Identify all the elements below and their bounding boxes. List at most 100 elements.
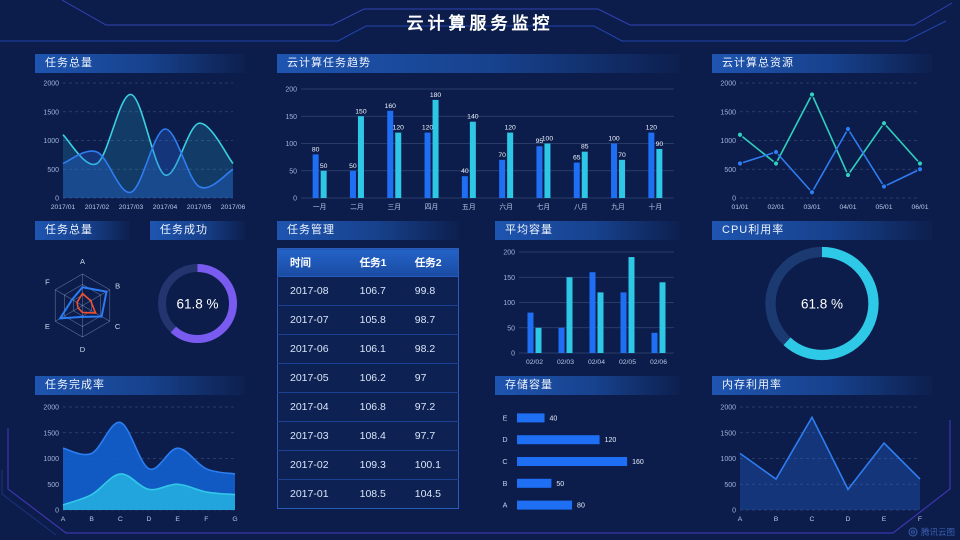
panel-cloud-total-resource: 云计算总资源 0 500 1000 1500 2000 01/01 02/01 03/01 04…	[712, 54, 932, 212]
table-cell: 2017-02	[277, 450, 348, 480]
table-cell: 97.7	[402, 421, 459, 451]
memory-usage-chart: 0 500 1000 1500 2000 A B C D E F	[712, 395, 932, 524]
svg-text:160: 160	[632, 459, 644, 466]
svg-text:50: 50	[320, 163, 328, 170]
svg-text:02/01: 02/01	[767, 204, 784, 211]
task-management-body: 时间 任务1 任务2 2017-08 106.7 99.8 2017-07 105.8 98.7…	[277, 240, 459, 524]
cpu_usage-svg: 61.8 %	[765, 246, 879, 361]
svg-text:G: G	[232, 516, 237, 523]
table-cell: 106.1	[347, 334, 403, 364]
svg-text:一月: 一月	[313, 203, 327, 211]
svg-text:03/01: 03/01	[803, 204, 820, 211]
svg-text:F: F	[918, 516, 922, 523]
svg-text:A: A	[503, 501, 508, 510]
svg-text:90: 90	[656, 141, 664, 148]
table-cell: 104.5	[402, 479, 459, 509]
cloud_total_resource-svg: 0 500 1000 1500 2000 01/01 02/01 03/01 04/01 05/0…	[720, 81, 928, 212]
svg-text:E: E	[882, 516, 887, 523]
svg-text:A: A	[80, 257, 85, 266]
svg-text:50: 50	[349, 163, 357, 170]
svg-text:D: D	[147, 516, 152, 523]
svg-text:150: 150	[285, 114, 297, 121]
tasks_total-svg: 0 500 1000 1500 2000 2017/01 2017/02 2017/03 201…	[43, 81, 245, 212]
panel-task-completion-title: 任务完成率	[35, 376, 245, 395]
panel-memory-usage: 内存利用率 0 500 1000 1500 2000 A B C D E F	[712, 376, 932, 524]
svg-text:0: 0	[732, 196, 736, 203]
svg-text:十月: 十月	[649, 202, 663, 211]
svg-text:50: 50	[507, 325, 515, 332]
svg-text:80: 80	[312, 146, 320, 153]
page-title: 云计算服务监控	[406, 14, 554, 33]
svg-text:61.8 %: 61.8 %	[801, 297, 843, 312]
cloud-task-trend-chart: 0 50 100 150 200 一月 二月 三月 四月 五月 六月 七月 八月 九月 十月 80 50 160 1…	[277, 73, 680, 212]
table-row: 2017-07 105.8 98.7	[277, 305, 459, 335]
panel-task-management-title: 任务管理	[277, 221, 459, 240]
svg-text:100: 100	[503, 300, 515, 307]
table-row: 2017-04 106.8 97.2	[277, 392, 459, 422]
svg-text:02/04: 02/04	[588, 359, 605, 366]
panel-tasks-total-radar-title: 任务总量	[35, 221, 130, 240]
task-success-donut: 61.8 %	[150, 240, 245, 367]
storage-capacity-chart: E 40 D 120 C 160 B 50 A 80	[495, 395, 680, 524]
storage_capacity-svg: E 40 D 120 C 160 B 50 A 80	[502, 413, 644, 510]
svg-text:七月: 七月	[537, 202, 551, 211]
svg-text:1000: 1000	[720, 138, 736, 145]
table-cell: 98.2	[402, 334, 459, 364]
svg-text:2000: 2000	[720, 405, 736, 412]
svg-text:0: 0	[732, 508, 736, 515]
svg-text:1500: 1500	[43, 109, 59, 116]
svg-text:A: A	[738, 516, 743, 523]
table-cell: 106.8	[347, 392, 403, 422]
svg-text:C: C	[810, 516, 815, 523]
svg-text:200: 200	[503, 250, 515, 257]
cpu-usage-donut: 61.8 %	[712, 240, 932, 367]
table-row: 2017-03 108.4 97.7	[277, 421, 459, 451]
svg-text:B: B	[774, 516, 779, 523]
svg-text:D: D	[80, 345, 86, 354]
svg-text:500: 500	[47, 167, 59, 174]
svg-text:2017/06: 2017/06	[221, 204, 245, 211]
svg-text:120: 120	[605, 437, 617, 444]
cloud-total-resource-chart: 0 500 1000 1500 2000 01/01 02/01 03/01 04/01 05/0…	[712, 73, 932, 212]
panel-cpu-usage-title: CPU利用率	[712, 221, 932, 240]
panel-storage-capacity: 存储容量 E 40 D 120 C 160 B 50 A 80	[495, 376, 680, 524]
panel-task-completion: 任务完成率 0 500 1000 1500 2000 A B C D E F G	[35, 376, 245, 524]
svg-text:0: 0	[55, 508, 59, 515]
svg-text:40: 40	[461, 168, 469, 175]
task-table: 时间 任务1 任务2 2017-08 106.7 99.8 2017-07 105.8 98.7…	[277, 248, 459, 509]
svg-text:01/01: 01/01	[731, 204, 748, 211]
svg-text:500: 500	[47, 482, 59, 489]
panel-tasks-total: 任务总量 0 500 1000 1500 2000 2017/01 2017/02 2017/…	[35, 54, 245, 212]
svg-text:180: 180	[430, 92, 442, 99]
svg-text:E: E	[175, 516, 180, 523]
table-row: 2017-05 106.2 97	[277, 363, 459, 393]
panel-avg-capacity-title: 平均容量	[495, 221, 680, 240]
table-row: 2017-06 106.1 98.2	[277, 334, 459, 364]
table-cell: 2017-04	[277, 392, 348, 422]
svg-text:120: 120	[422, 125, 434, 132]
table-header-cell: 时间	[277, 248, 348, 277]
panel-task-success: 任务成功 61.8 %	[150, 221, 245, 367]
svg-text:160: 160	[385, 103, 397, 110]
table-cell: 98.7	[402, 305, 459, 335]
svg-text:50: 50	[289, 168, 297, 175]
svg-text:2017/03: 2017/03	[119, 204, 144, 211]
svg-text:200: 200	[285, 87, 297, 94]
svg-text:1500: 1500	[720, 109, 736, 116]
svg-text:80: 80	[577, 503, 585, 510]
table-cell: 108.4	[347, 421, 403, 451]
table-cell: 105.8	[347, 305, 403, 335]
watermark-label: 腾讯云图	[920, 527, 955, 537]
svg-text:02/05: 02/05	[619, 359, 636, 366]
table-row: 2017-08 106.7 99.8	[277, 276, 459, 306]
panel-task-success-title: 任务成功	[150, 221, 245, 240]
table-header-cell: 任务2	[402, 248, 459, 277]
tencent-cloud-logo-icon	[908, 527, 918, 537]
table-cell: 106.2	[347, 363, 403, 393]
svg-text:150: 150	[355, 108, 367, 115]
svg-text:120: 120	[646, 125, 658, 132]
svg-text:02/02: 02/02	[526, 359, 543, 366]
svg-text:五月: 五月	[462, 203, 476, 211]
svg-text:02/06: 02/06	[650, 359, 667, 366]
table-cell: 2017-03	[277, 421, 348, 451]
